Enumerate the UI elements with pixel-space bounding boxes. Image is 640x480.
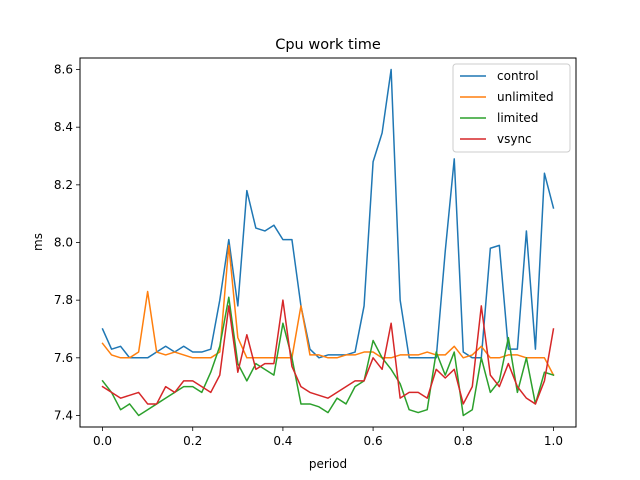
- series-line-limited: [101, 296, 555, 417]
- x-tick-label: 0.4: [273, 434, 292, 448]
- y-tick-label: 7.8: [54, 293, 73, 307]
- y-tick-label: 8.6: [54, 63, 73, 77]
- legend: control unlimited limited vsync: [452, 63, 571, 153]
- y-tick-label: 8.0: [54, 236, 73, 250]
- x-tick-label: 0.2: [183, 434, 202, 448]
- legend-label-unlimited: unlimited: [497, 90, 554, 104]
- legend-box: [452, 63, 571, 153]
- x-axis-ticks: 0.0 0.2 0.4 0.6 0.8 1.0: [93, 427, 563, 448]
- x-axis-label: period: [309, 457, 347, 471]
- x-tick-label: 0.6: [364, 434, 383, 448]
- series-line-unlimited: [101, 244, 555, 377]
- legend-label-limited: limited: [497, 111, 538, 125]
- legend-label-vsync: vsync: [497, 132, 532, 146]
- x-tick-label: 0.0: [93, 434, 112, 448]
- series-line-vsync: [101, 299, 555, 405]
- y-tick-label: 8.4: [54, 120, 73, 134]
- y-tick-label: 7.6: [54, 351, 73, 365]
- x-tick-label: 1.0: [544, 434, 563, 448]
- chart-title: Cpu work time: [275, 37, 381, 53]
- plot-area: [101, 68, 555, 417]
- legend-label-control: control: [497, 69, 539, 83]
- y-tick-label: 7.4: [54, 408, 73, 422]
- y-tick-label: 8.2: [54, 178, 73, 192]
- series-line-control: [101, 68, 555, 359]
- y-axis-label: ms: [31, 233, 45, 251]
- x-tick-label: 0.8: [454, 434, 473, 448]
- y-axis-ticks: 7.4 7.6 7.8 8.0 8.2 8.4 8.6: [54, 63, 80, 422]
